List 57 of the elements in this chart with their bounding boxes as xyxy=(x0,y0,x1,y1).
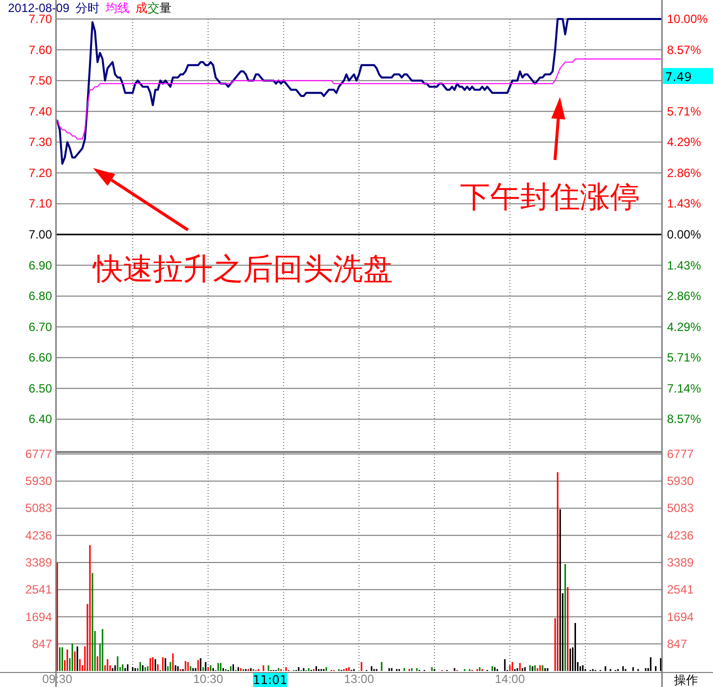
y2-tick-label: 4.29% xyxy=(667,320,702,334)
text: 11:01 xyxy=(252,673,288,687)
y-tick-label: 7.40 xyxy=(28,104,52,118)
text: 操作 xyxy=(674,673,698,687)
y2-tick-label: 6777 xyxy=(667,447,694,461)
y-tick-label: 7.50 xyxy=(28,74,52,88)
y-tick-label: 6.80 xyxy=(28,289,52,304)
y-tick-label: 7.20 xyxy=(28,166,52,180)
y2-tick-label: 7.14% xyxy=(667,381,702,396)
y-tick-label: 2541 xyxy=(25,582,52,597)
y-tick-label: 7.00 xyxy=(28,228,52,242)
series-label: 分时 xyxy=(75,1,100,15)
y2-tick-label: 8.57% xyxy=(667,412,702,426)
y2-tick-label: 4.29% xyxy=(667,135,702,150)
text: 均线 xyxy=(104,1,130,15)
annotation: 快速拉升之后回头洗盘 xyxy=(92,252,393,287)
y-tick-label: 7.30 xyxy=(28,135,52,150)
y-tick-label: 1694 xyxy=(25,610,52,624)
y2-tick-label: 8.57% xyxy=(667,42,702,57)
y-tick-label: 3389 xyxy=(25,555,52,570)
text: 7.49 xyxy=(665,70,692,84)
y2-tick-label: 2541 xyxy=(667,582,694,597)
y2-tick-label: 1694 xyxy=(667,610,694,624)
y2-tick-label: 4236 xyxy=(667,528,694,542)
y-tick-label: 6.50 xyxy=(28,381,52,396)
y-tick-label: 4236 xyxy=(25,528,52,542)
annotation: 下午封住涨停 xyxy=(460,180,640,215)
y2-tick-label: 1.43% xyxy=(667,258,702,272)
y-tick-label: 6.70 xyxy=(28,320,52,334)
y-tick-label: 7.70 xyxy=(28,12,52,26)
y-tick-label: 5930 xyxy=(25,474,52,488)
y2-tick-label: 1.43% xyxy=(667,196,702,211)
text: 成交量 xyxy=(135,1,172,15)
y2-tick-label: 10.00% xyxy=(667,12,708,26)
y2-tick-label: 0.00% xyxy=(667,228,702,242)
y2-tick-label: 3389 xyxy=(667,555,694,570)
y-tick-label: 6.40 xyxy=(28,412,52,426)
x-tick-label: 13:00 xyxy=(344,672,374,686)
y2-tick-label: 5.71% xyxy=(667,104,702,118)
y2-tick-label: 5.71% xyxy=(667,350,702,365)
y-tick-label: 7.60 xyxy=(28,42,52,57)
x-tick-label: 14:00 xyxy=(494,672,526,686)
y2-tick-label: 847 xyxy=(667,636,688,651)
y2-tick-label: 2.86% xyxy=(667,289,702,304)
y-tick-label: 6777 xyxy=(25,447,52,461)
line-series xyxy=(56,18,662,165)
y-tick-label: 5083 xyxy=(25,501,52,516)
y-tick-label: 7.10 xyxy=(28,196,52,211)
y2-tick-label: 2.86% xyxy=(667,166,702,180)
y2-tick-label: 5930 xyxy=(667,474,694,488)
y-tick-label: 847 xyxy=(32,636,52,651)
x-tick-label: 10:30 xyxy=(193,672,224,686)
line-series xyxy=(56,58,662,140)
y-tick-label: 6.60 xyxy=(28,350,52,365)
chart-title: 2012-08-09 xyxy=(8,1,70,15)
y-tick-label: 6.90 xyxy=(28,258,52,272)
y2-tick-label: 5083 xyxy=(667,501,694,516)
